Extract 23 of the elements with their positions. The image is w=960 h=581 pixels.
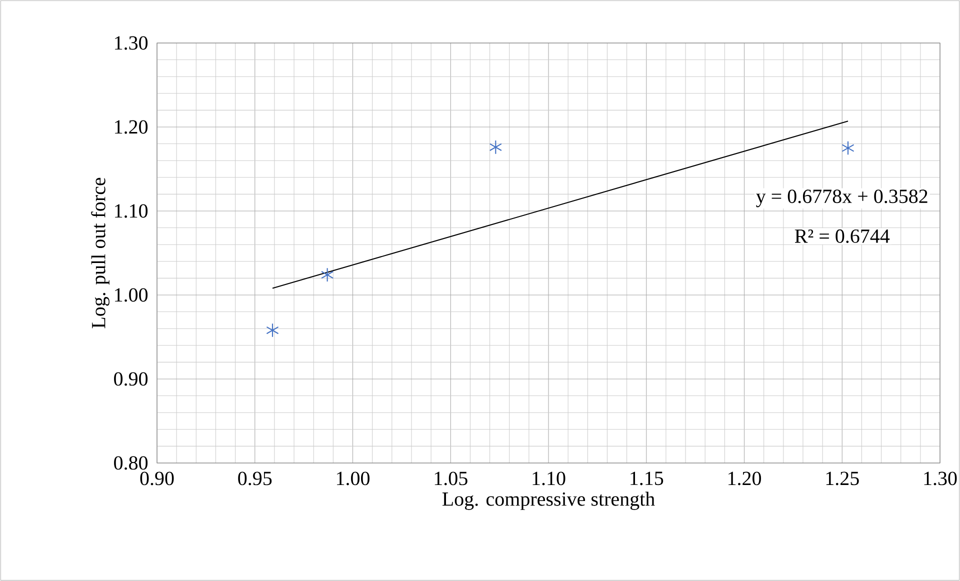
x-tick-label: 0.95 (238, 472, 272, 486)
x-axis-title: Log. compressive strength (442, 492, 655, 510)
y-tick-label: 1.10 (115, 204, 148, 218)
point (266, 323, 279, 338)
x-tick-label: 1.05 (434, 472, 468, 486)
x-tick-label: 1.10 (532, 472, 566, 486)
y-tick-label: 1.00 (115, 288, 148, 302)
y-tick-label: 0.80 (114, 456, 148, 470)
point (842, 140, 854, 156)
y-tick-label: 1.30 (115, 36, 148, 50)
point (489, 140, 502, 154)
annotation: R² = 0.6744 (794, 229, 890, 243)
x-tick-label: 1.15 (630, 472, 664, 486)
y-tick-label: 1.20 (115, 120, 148, 134)
x-tick-label: 0.90 (140, 472, 174, 486)
x-tick-label: 1.00 (337, 472, 370, 486)
x-tick-label: 1.20 (728, 472, 761, 486)
y-axis-title: Log. pull out force (91, 178, 110, 328)
x-tick-label: 1.25 (826, 472, 859, 486)
y-tick-label: 0.90 (114, 372, 148, 386)
point (321, 268, 334, 282)
annotation: y = 0.6778x + 0.3582 (756, 190, 928, 208)
x-tick-label: 1.30 (924, 472, 957, 486)
